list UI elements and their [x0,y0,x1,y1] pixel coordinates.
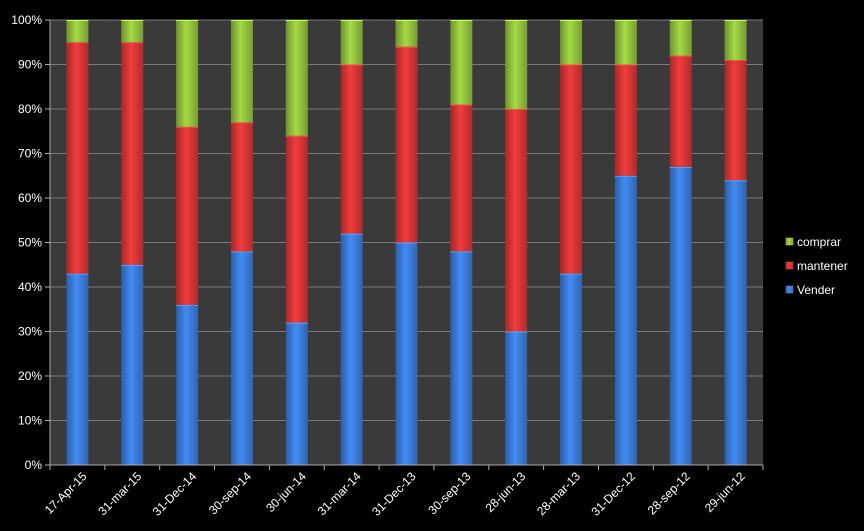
bar-mantener-28-mar-13 [560,64,583,274]
x-tick-label: 29-jun-12 [702,469,748,515]
bar-vender-31-mar-15 [121,264,144,465]
bar-mantener-30-sep-14 [230,122,253,252]
legend: comprar mantener Vender [785,235,848,297]
bar-mantener-31-dec-14 [176,126,199,305]
bar-vender-29-jun-12 [724,180,747,465]
bar-vender-31-dec-13 [395,242,418,465]
y-tick-label: 20% [18,369,42,383]
y-tick-label: 0% [25,458,43,472]
bar-mantener-31-mar-14 [340,64,363,234]
x-tick-label: 28-jun-13 [483,469,529,515]
legend-swatch-vender [785,285,794,294]
bar-mantener-30-sep-13 [450,104,473,252]
x-tick-label: 31-mar-14 [315,469,364,518]
x-tick-label: 31-mar-15 [95,469,144,518]
bar-vender-28-jun-13 [505,331,528,465]
y-tick-label: 90% [18,58,42,72]
bar-comprar-29-jun-12 [724,20,747,61]
bar-mantener-31-dec-13 [395,46,418,243]
x-tick-label: 31-Dec-12 [588,469,638,519]
bar-comprar-30-sep-14 [230,20,253,123]
bar-comprar-17-apr-15 [66,20,89,43]
x-tick-label: 31-Dec-13 [369,469,419,519]
bar-comprar-31-mar-14 [340,20,363,65]
bar-vender-30-jun-14 [285,322,308,465]
y-tick-label: 50% [18,236,42,250]
legend-label-comprar: comprar [797,235,841,249]
y-tick-label: 70% [18,147,42,161]
bar-mantener-17-apr-15 [66,42,89,274]
legend-label-vender: Vender [797,283,835,297]
bar-vender-31-dec-14 [176,304,199,465]
bar-vender-28-mar-13 [560,273,583,465]
y-tick-label: 80% [18,102,42,116]
x-tick-label: 28-mar-13 [534,469,583,518]
x-tick-label: 28-sep-12 [645,469,693,517]
x-tick-label: 30-sep-14 [206,469,254,517]
x-tick-label: 30-sep-13 [425,469,473,517]
bar-mantener-28-jun-13 [505,109,528,332]
x-tick-label: 17-Apr-15 [42,469,90,517]
bar-comprar-31-dec-14 [176,20,199,127]
legend-swatch-comprar [785,237,794,246]
bar-comprar-31-dec-12 [614,20,637,65]
bar-comprar-28-mar-13 [560,20,583,65]
legend-swatch-mantener [785,261,794,270]
y-axis: 0% 10% 20% 30% 40% 50% 60% 70% 80% 90% 100% [11,13,51,472]
bars [66,20,747,465]
bar-vender-30-sep-13 [450,251,473,465]
y-tick-label: 100% [11,13,42,27]
bar-mantener-28-sep-12 [669,55,692,167]
bar-vender-31-mar-14 [340,233,363,465]
bar-comprar-28-sep-12 [669,20,692,56]
bar-vender-17-apr-15 [66,273,89,465]
x-tick-label: 30-jun-14 [263,469,309,515]
bar-vender-28-sep-12 [669,166,692,465]
x-tick-label: 31-Dec-14 [150,469,200,519]
bar-mantener-29-jun-12 [724,60,747,181]
y-tick-label: 30% [18,325,42,339]
bar-mantener-31-dec-12 [614,64,637,176]
x-axis: 17-Apr-15 31-mar-15 31-Dec-14 30-sep-14 30-j… [42,464,764,519]
bar-mantener-31-mar-15 [121,42,144,265]
y-tick-label: 40% [18,280,42,294]
y-tick-label: 10% [18,414,42,428]
bar-comprar-28-jun-13 [505,20,528,109]
bar-vender-30-sep-14 [230,251,253,465]
bar-comprar-31-dec-13 [395,20,418,47]
legend-label-mantener: mantener [797,259,848,273]
bar-comprar-31-mar-15 [121,20,144,43]
bar-vender-31-dec-12 [614,175,637,465]
y-tick-label: 60% [18,191,42,205]
bar-comprar-30-jun-14 [285,20,308,136]
bar-mantener-30-jun-14 [285,135,308,323]
bar-comprar-30-sep-13 [450,20,473,105]
